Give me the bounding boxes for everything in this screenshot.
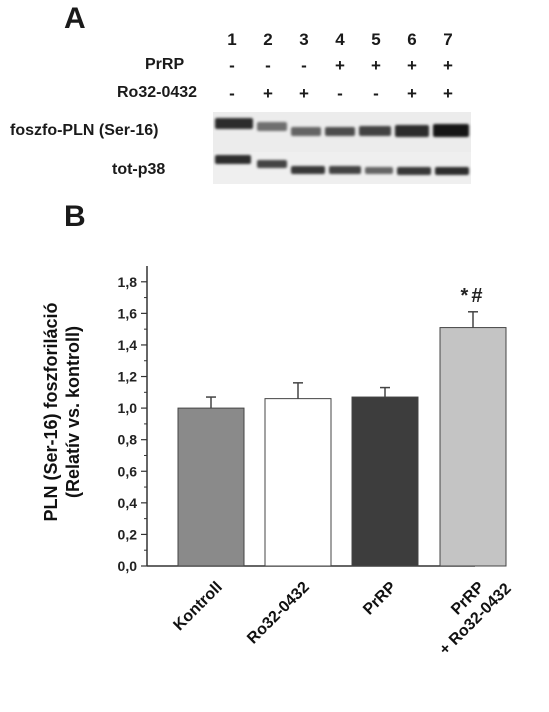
lane-number-6: 6	[407, 30, 417, 49]
x-category-label-2: Ro32-0432	[244, 579, 313, 648]
bar-2	[264, 398, 332, 567]
sign-ro32-lane-1: -	[229, 84, 235, 103]
treatment-label-prrp: PrRP	[145, 56, 185, 73]
sign-ro32-lane-3: +	[299, 84, 309, 103]
y-tick-label: 0,6	[118, 463, 138, 479]
bar-4	[439, 327, 507, 567]
lane-number-4: 4	[335, 30, 345, 49]
sign-ro32-lane-7: +	[443, 84, 453, 103]
bar-3	[351, 396, 419, 567]
blot-label-tot-p38: tot-p38	[112, 161, 166, 178]
significance-annotation: *#	[461, 285, 486, 307]
phospho-pln-band-lane-2	[257, 122, 287, 131]
y-tick-label: 0,8	[118, 432, 138, 448]
phospho-pln-band-lane-4	[325, 127, 355, 136]
y-axis-title: PLN (Ser-16) foszforiláció (Relatív vs. k…	[41, 302, 83, 521]
sign-ro32-lane-2: +	[263, 84, 273, 103]
phospho-pln-band-lane-7	[433, 124, 469, 137]
y-tick-label: 0,4	[118, 495, 138, 511]
sign-prrp-lane-2: -	[265, 56, 271, 75]
y-tick-label: 1,4	[118, 337, 138, 353]
tot-p38-band-lane-2	[257, 160, 287, 168]
phospho-pln-band-lane-3	[291, 127, 321, 136]
bar-1	[177, 407, 245, 567]
y-tick-label: 0,0	[118, 558, 138, 574]
x-category-label-4: PrRP+ Ro32-0432	[422, 566, 515, 659]
lane-number-1: 1	[227, 30, 237, 49]
phospho-pln-band-lane-1	[215, 118, 253, 129]
lane-number-2: 2	[263, 30, 273, 49]
lane-number-3: 3	[299, 30, 309, 49]
tot-p38-band-lane-5	[365, 167, 393, 174]
panel-a-label: A	[64, 2, 86, 35]
lane-number-5: 5	[371, 30, 381, 49]
panel-b-label: B	[64, 200, 86, 233]
phospho-pln-band-lane-5	[359, 126, 391, 136]
tot-p38-band-lane-4	[329, 166, 361, 174]
x-category-label-3: PrRP	[360, 579, 400, 619]
sign-prrp-lane-5: +	[371, 56, 381, 75]
tot-p38-band-lane-3	[291, 166, 325, 174]
sign-ro32-lane-6: +	[407, 84, 417, 103]
sign-prrp-lane-4: +	[335, 56, 345, 75]
sign-prrp-lane-7: +	[443, 56, 453, 75]
sign-prrp-lane-6: +	[407, 56, 417, 75]
x-category-label-1: Kontroll	[170, 579, 225, 634]
y-tick-label: 0,2	[118, 526, 138, 542]
y-tick-label: 1,8	[118, 274, 138, 290]
tot-p38-band-lane-7	[435, 167, 469, 175]
western-blot-tot-p38	[213, 152, 471, 184]
blot-label-phospho-pln: foszfo-PLN (Ser-16)	[10, 122, 159, 139]
y-tick-label: 1,6	[118, 305, 138, 321]
sign-prrp-lane-3: -	[301, 56, 307, 75]
tot-p38-band-lane-1	[215, 155, 251, 164]
y-tick-label: 1,2	[118, 369, 138, 385]
sign-prrp-lane-1: -	[229, 56, 235, 75]
tot-p38-band-lane-6	[397, 167, 431, 175]
y-tick-label: 1,0	[118, 400, 138, 416]
western-blot-phospho-pln	[213, 112, 471, 152]
sign-ro32-lane-4: -	[337, 84, 343, 103]
lane-number-7: 7	[443, 30, 453, 49]
phospho-pln-band-lane-6	[395, 125, 429, 137]
treatment-label-ro32: Ro32-0432	[117, 84, 198, 101]
sign-ro32-lane-5: -	[373, 84, 379, 103]
